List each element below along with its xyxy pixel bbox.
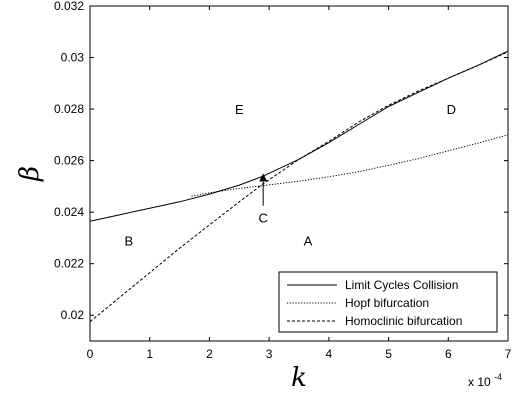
legend-entry-label: Homoclinic bifurcation — [345, 314, 462, 328]
x-tick-label: 7 — [505, 347, 512, 361]
y-tick-label: 0.024 — [54, 205, 84, 219]
curves-group — [89, 50, 509, 323]
region-label-e: E — [235, 102, 244, 117]
plot-frame — [89, 5, 509, 342]
x-axis-label: k — [291, 363, 307, 393]
legend-box — [278, 271, 498, 333]
ticks-group: 0 1 2 3 4 5 6 7 0.02 0.022 0.024 0.026 0.028 0.03 0.03… — [54, 0, 512, 361]
x-tick-label: 2 — [206, 347, 213, 361]
x-tick-label: 6 — [445, 347, 452, 361]
x-tick-label: 4 — [326, 347, 333, 361]
region-label-a: A — [304, 234, 313, 249]
y-tick-label: 0.03 — [61, 51, 85, 65]
series-line-dotted — [191, 134, 509, 197]
y-tick-label: 0.026 — [54, 154, 84, 168]
x-tick-label: 3 — [266, 347, 273, 361]
y-axis-label: β — [15, 166, 45, 182]
x-tick-label: 5 — [385, 347, 392, 361]
x-exponent-label: x 10 -4 — [468, 372, 502, 389]
annotations-group: E D B A C — [124, 102, 455, 248]
series-line-dashed — [89, 51, 509, 323]
y-tick-label: 0.022 — [54, 257, 84, 271]
series-line-solid — [89, 50, 509, 222]
x-tick-label: 1 — [146, 347, 153, 361]
x-exponent-power: -4 — [494, 372, 502, 382]
region-label-b: B — [124, 234, 133, 249]
legend: Limit Cycles Collision Hopf bifurcation Ho… — [278, 271, 498, 333]
x-tick-label: 0 — [87, 347, 94, 361]
y-tick-label: 0.032 — [54, 0, 84, 13]
region-label-c: C — [258, 210, 267, 225]
y-tick-label: 0.02 — [61, 308, 85, 322]
y-tick-label: 0.028 — [54, 102, 84, 116]
x-exponent-base: x 10 — [468, 375, 491, 389]
legend-entry-label: Hopf bifurcation — [345, 296, 429, 310]
legend-entry-label: Limit Cycles Collision — [345, 278, 458, 292]
region-label-d: D — [447, 102, 456, 117]
